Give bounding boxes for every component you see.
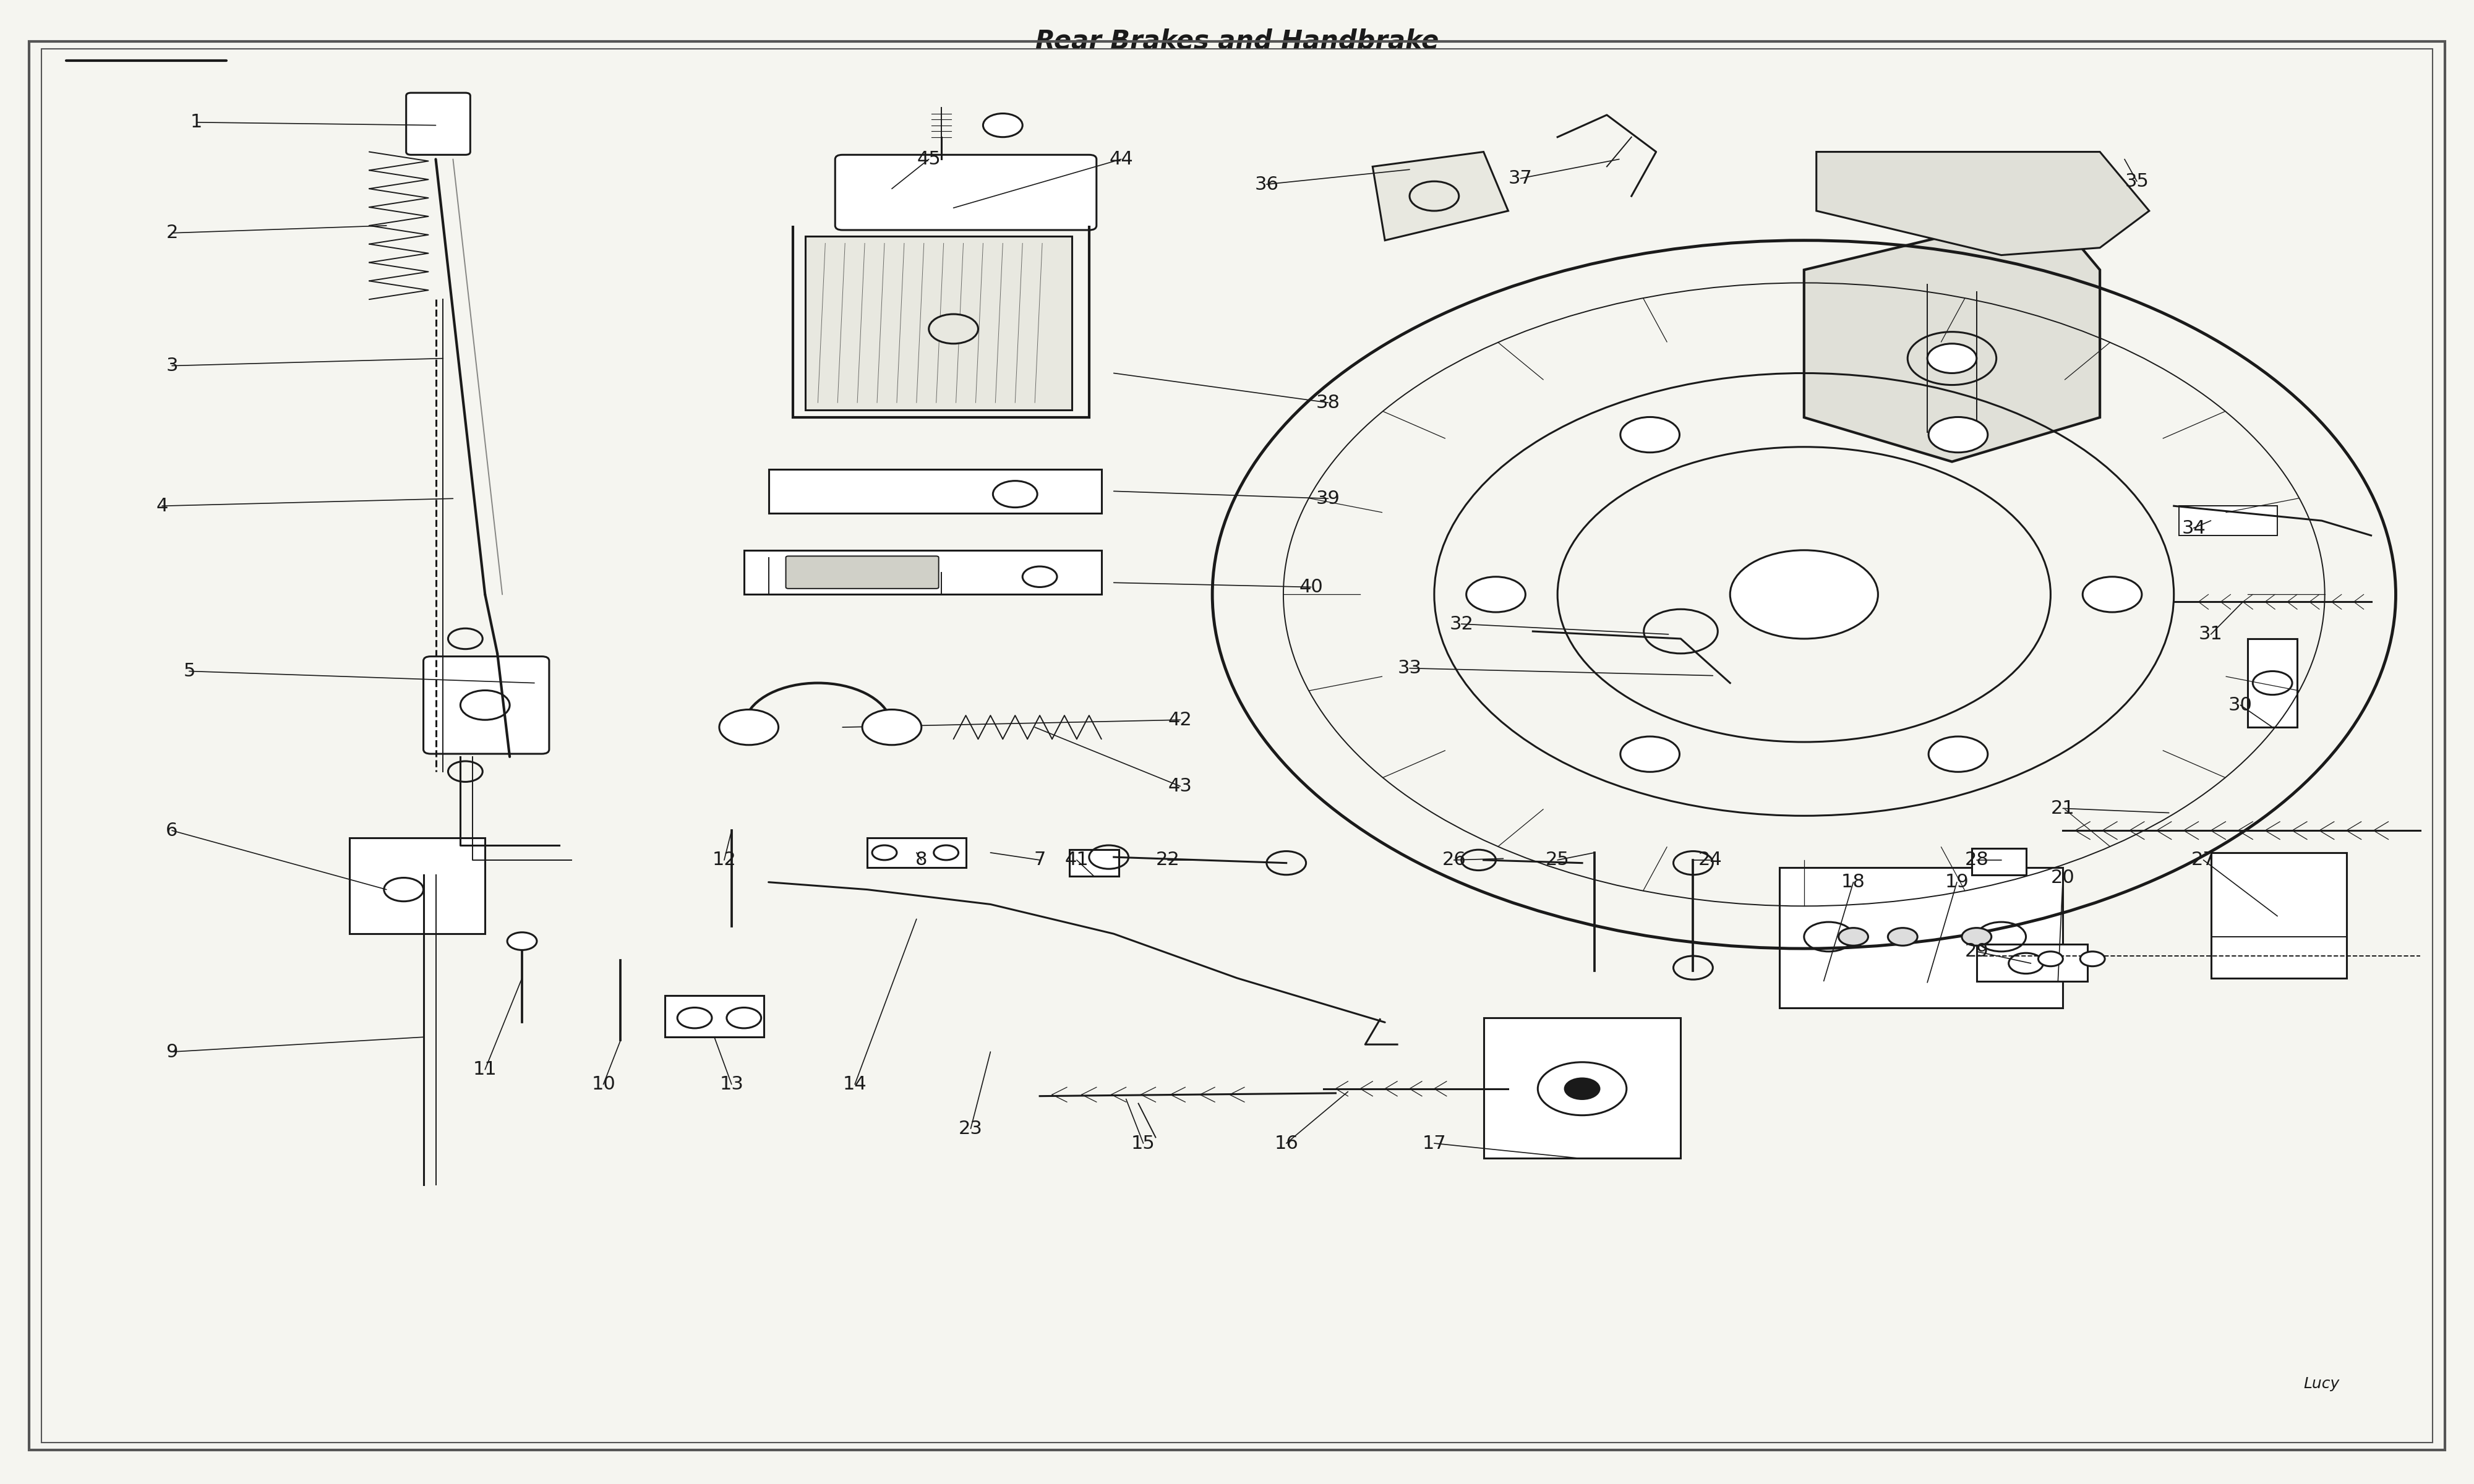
Text: 16: 16 <box>1274 1134 1299 1152</box>
Text: Lucy: Lucy <box>2303 1376 2340 1391</box>
FancyBboxPatch shape <box>1484 1018 1680 1158</box>
PathPatch shape <box>1373 151 1509 240</box>
Circle shape <box>1962 927 1992 945</box>
FancyBboxPatch shape <box>1779 868 2063 1008</box>
Text: 23: 23 <box>960 1119 982 1138</box>
Circle shape <box>1930 736 1987 772</box>
Text: 33: 33 <box>1398 659 1423 677</box>
Text: 25: 25 <box>1546 850 1569 870</box>
Text: 35: 35 <box>2125 172 2150 190</box>
Text: 3: 3 <box>166 356 178 375</box>
Text: 22: 22 <box>1155 850 1180 870</box>
Circle shape <box>1927 344 1977 372</box>
FancyBboxPatch shape <box>868 838 965 868</box>
Text: Rear Brakes and Handbrake: Rear Brakes and Handbrake <box>1034 28 1440 53</box>
Circle shape <box>720 709 779 745</box>
Text: 34: 34 <box>2182 519 2207 537</box>
Text: 14: 14 <box>844 1076 866 1094</box>
Text: 29: 29 <box>1964 942 1989 960</box>
FancyBboxPatch shape <box>406 93 470 154</box>
Text: 1: 1 <box>190 113 203 131</box>
Circle shape <box>1838 927 1868 945</box>
Text: 11: 11 <box>473 1061 497 1079</box>
Text: 19: 19 <box>1945 873 1969 890</box>
FancyBboxPatch shape <box>2249 638 2298 727</box>
Text: 27: 27 <box>2192 850 2214 870</box>
PathPatch shape <box>1816 151 2150 255</box>
Text: 5: 5 <box>183 662 195 680</box>
Text: 12: 12 <box>713 850 737 870</box>
FancyBboxPatch shape <box>787 556 938 589</box>
Text: 31: 31 <box>2199 625 2222 643</box>
Circle shape <box>1729 551 1878 638</box>
FancyBboxPatch shape <box>2212 853 2345 978</box>
Circle shape <box>982 113 1022 137</box>
FancyBboxPatch shape <box>666 996 764 1037</box>
Text: 38: 38 <box>1316 393 1341 411</box>
FancyBboxPatch shape <box>1069 850 1118 876</box>
Text: 6: 6 <box>166 822 178 840</box>
Text: 26: 26 <box>1442 850 1467 870</box>
Text: 24: 24 <box>1697 850 1722 870</box>
Text: 18: 18 <box>1841 873 1865 890</box>
FancyBboxPatch shape <box>807 236 1071 410</box>
FancyBboxPatch shape <box>745 551 1101 595</box>
Text: 40: 40 <box>1299 579 1324 597</box>
Text: 4: 4 <box>156 497 168 515</box>
FancyBboxPatch shape <box>836 154 1096 230</box>
Text: 20: 20 <box>2051 868 2076 887</box>
Circle shape <box>507 932 537 950</box>
Circle shape <box>1566 1079 1598 1100</box>
Text: 45: 45 <box>918 150 940 168</box>
Text: 37: 37 <box>1509 169 1531 187</box>
Circle shape <box>928 315 977 344</box>
Circle shape <box>2083 577 2142 613</box>
FancyBboxPatch shape <box>1972 849 2026 874</box>
Circle shape <box>1930 417 1987 453</box>
Text: 30: 30 <box>2229 696 2251 714</box>
FancyBboxPatch shape <box>1977 944 2088 981</box>
Text: 42: 42 <box>1168 711 1192 729</box>
Circle shape <box>1620 736 1680 772</box>
Text: 15: 15 <box>1131 1134 1155 1152</box>
Circle shape <box>1888 927 1917 945</box>
Text: 28: 28 <box>1964 850 1989 870</box>
FancyBboxPatch shape <box>2180 506 2279 536</box>
Text: 36: 36 <box>1254 175 1279 193</box>
FancyBboxPatch shape <box>349 838 485 933</box>
Text: 39: 39 <box>1316 490 1341 508</box>
Circle shape <box>2081 951 2105 966</box>
Text: 10: 10 <box>591 1076 616 1094</box>
Text: 32: 32 <box>1450 614 1475 634</box>
FancyBboxPatch shape <box>769 469 1101 513</box>
PathPatch shape <box>1804 211 2100 462</box>
Text: 9: 9 <box>166 1043 178 1061</box>
Text: 8: 8 <box>915 850 928 870</box>
Text: 7: 7 <box>1034 850 1047 870</box>
FancyBboxPatch shape <box>423 656 549 754</box>
Text: 41: 41 <box>1064 850 1089 870</box>
Circle shape <box>1467 577 1526 613</box>
Circle shape <box>863 709 920 745</box>
Circle shape <box>1620 417 1680 453</box>
Text: 2: 2 <box>166 224 178 242</box>
Text: 17: 17 <box>1423 1134 1447 1152</box>
Text: 43: 43 <box>1168 778 1192 795</box>
Text: 13: 13 <box>720 1076 745 1094</box>
Circle shape <box>2039 951 2063 966</box>
Text: 44: 44 <box>1108 150 1133 168</box>
Text: 21: 21 <box>2051 800 2076 818</box>
